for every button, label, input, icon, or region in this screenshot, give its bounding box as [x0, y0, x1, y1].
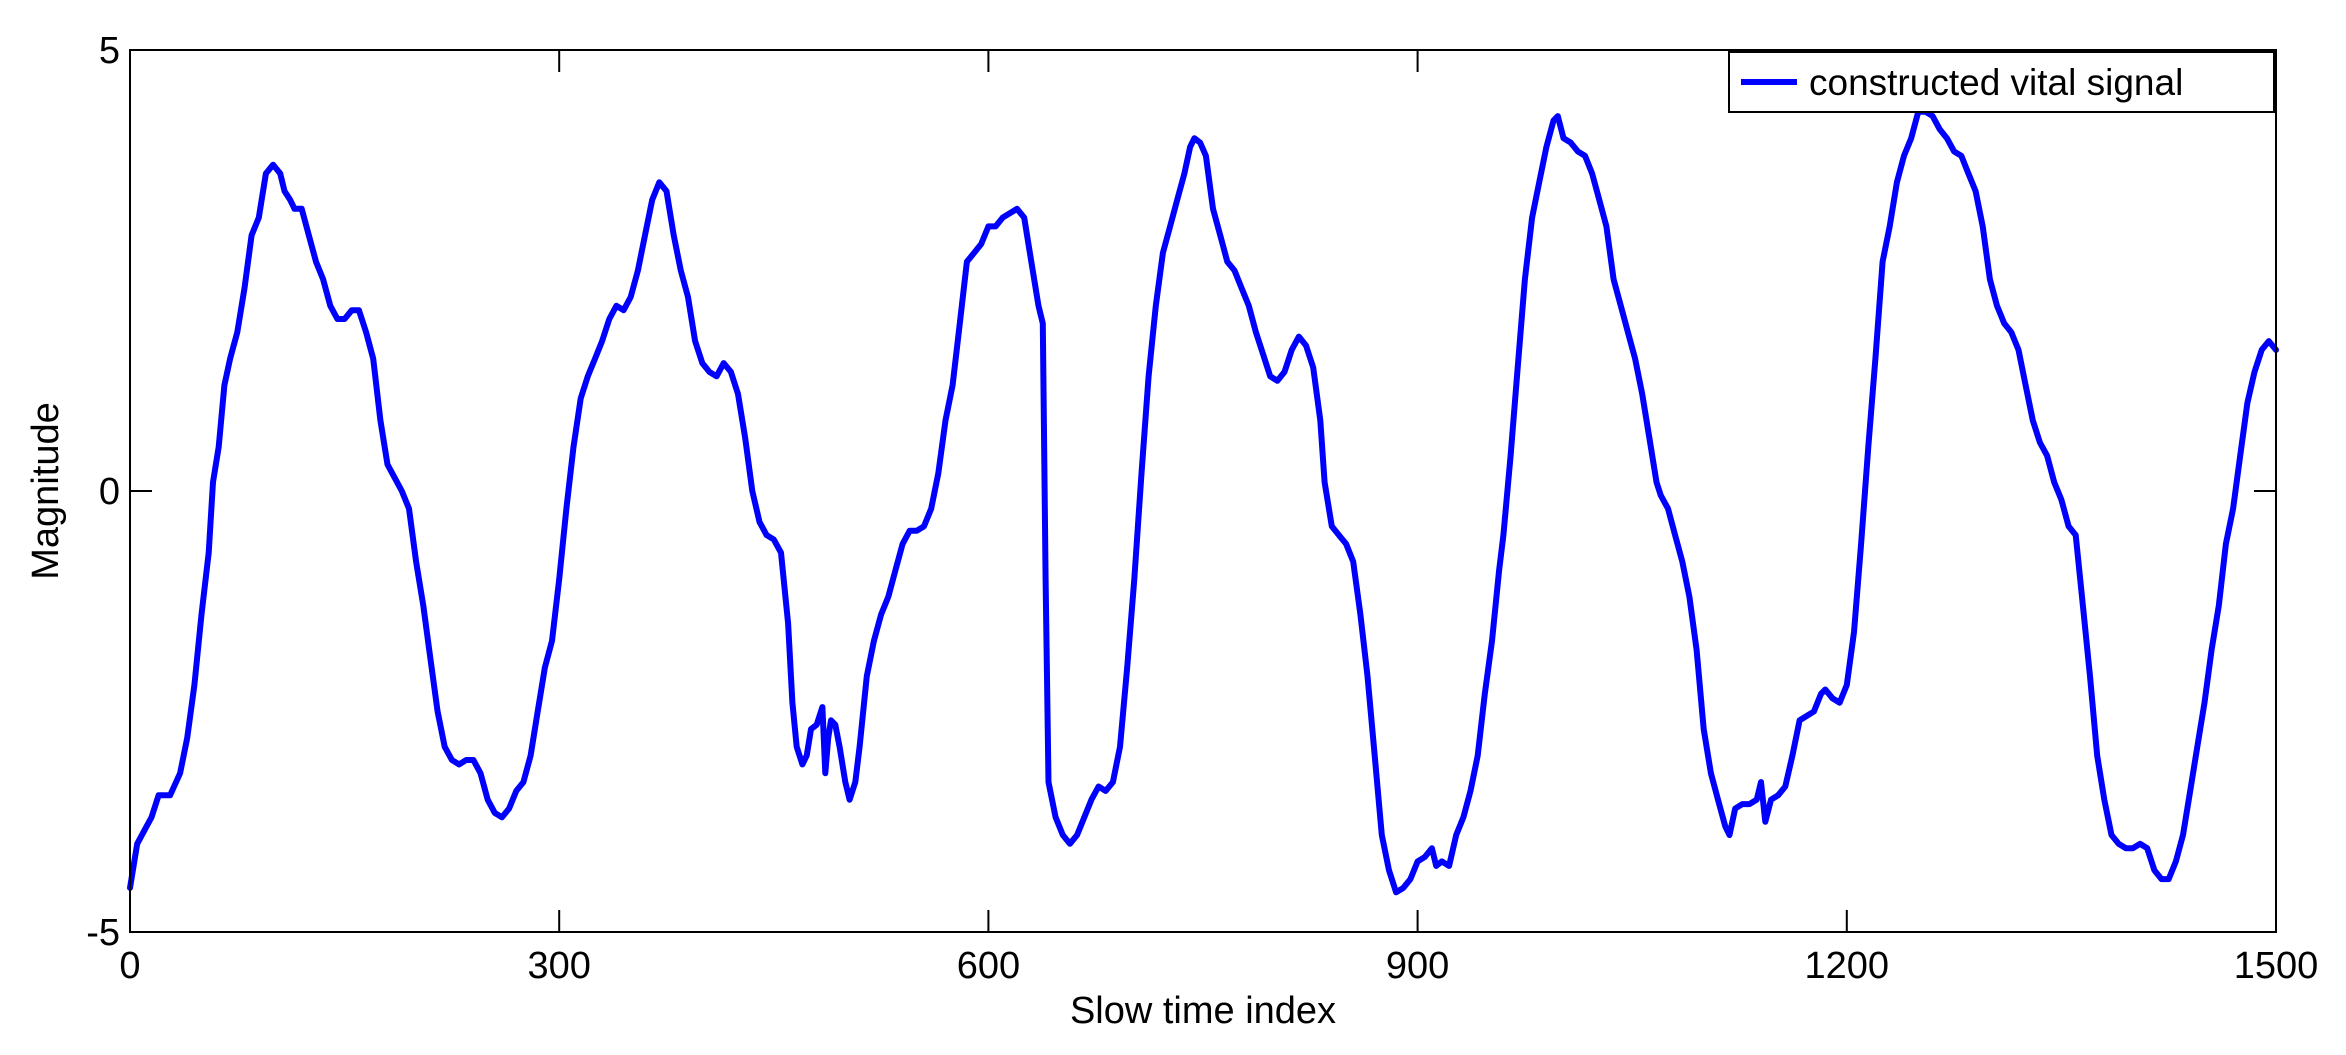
plot-area — [130, 50, 2276, 932]
x-tick-label: 0 — [119, 945, 140, 987]
y-tick-label: 5 — [99, 30, 120, 72]
x-tick-label: 1200 — [1805, 945, 1890, 987]
y-tick-label: -5 — [86, 912, 120, 954]
x-tick-label: 1500 — [2234, 945, 2319, 987]
x-tick-label: 900 — [1386, 945, 1449, 987]
legend-entry-label: constructed vital signal — [1809, 62, 2183, 103]
x-tick-label: 300 — [527, 945, 590, 987]
tick-labels: 0 300 600 900 1200 1500-505 — [86, 30, 2318, 987]
y-axis-label: Magnitude — [25, 402, 67, 579]
series-line — [127, 108, 2279, 896]
legend-box — [1728, 51, 2275, 113]
series-layer — [127, 108, 2279, 896]
plot-frame — [129, 49, 2277, 933]
y-tick-label: 0 — [99, 471, 120, 513]
x-axis-label: Slow time index — [1070, 990, 1336, 1032]
x-tick-label: 600 — [957, 945, 1020, 987]
legend: constructed vital signal — [1728, 51, 2275, 113]
